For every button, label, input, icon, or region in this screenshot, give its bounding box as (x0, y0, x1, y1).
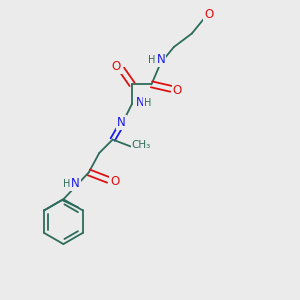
Text: H: H (148, 55, 156, 64)
Text: N: N (157, 53, 165, 66)
Text: N: N (71, 177, 80, 190)
Text: O: O (112, 60, 121, 73)
Text: H: H (63, 179, 70, 189)
Text: N: N (117, 116, 126, 129)
Text: O: O (204, 8, 214, 21)
Text: O: O (110, 175, 119, 188)
Text: O: O (173, 84, 182, 97)
Text: H: H (144, 98, 151, 108)
Text: CH₃: CH₃ (131, 140, 151, 150)
Text: N: N (136, 96, 145, 109)
